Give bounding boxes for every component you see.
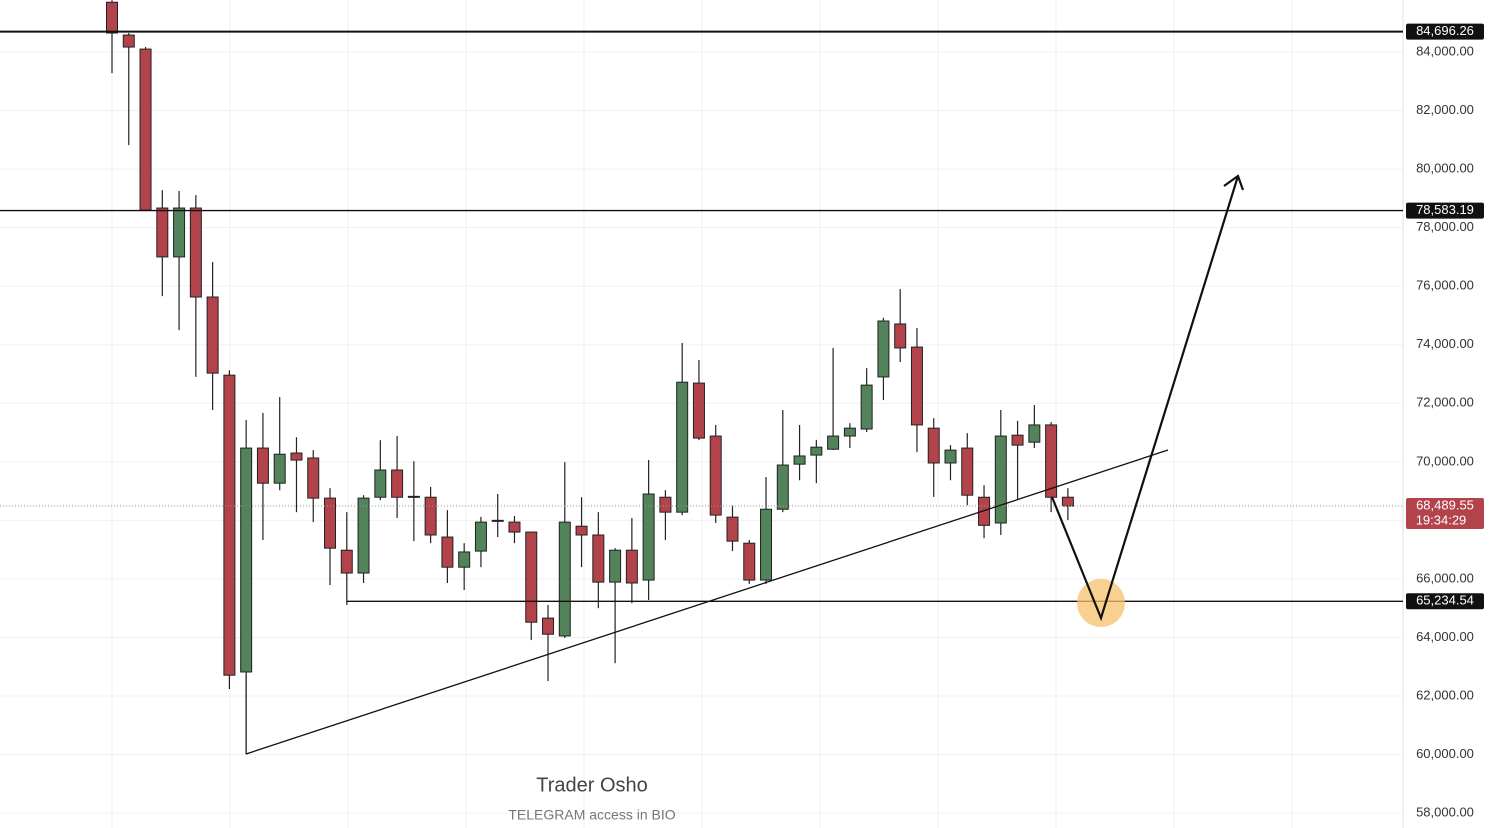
- candle-body: [726, 516, 739, 542]
- projection-arrow: [1050, 175, 1240, 622]
- y-tick-label: 64,000.00: [1416, 629, 1474, 644]
- candle-body: [340, 549, 353, 574]
- candle-body: [625, 549, 638, 584]
- candle-body: [508, 521, 521, 533]
- candle-body: [592, 534, 605, 583]
- candle-body: [827, 435, 840, 450]
- candle-body: [542, 617, 555, 635]
- level-box: [1406, 202, 1484, 219]
- y-tick-label: 70,000.00: [1416, 453, 1474, 468]
- candle-body: [458, 551, 471, 568]
- y-tick-label: 74,000.00: [1416, 336, 1474, 351]
- candle-body: [961, 447, 974, 496]
- candle-body: [474, 521, 487, 552]
- y-tick-label: 84,000.00: [1416, 43, 1474, 58]
- candle-body: [156, 207, 169, 258]
- candle-body: [1061, 496, 1074, 507]
- candle-body: [1028, 424, 1041, 443]
- current-price-label: 68,489.55: [1416, 497, 1474, 512]
- plot: [0, 0, 1403, 755]
- watermark-subtitle: TELEGRAM access in BIO: [508, 807, 675, 823]
- y-tick-label: 82,000.00: [1416, 102, 1474, 117]
- candle-body: [1011, 434, 1024, 446]
- level-box: [1406, 593, 1484, 610]
- candle-body: [642, 493, 655, 581]
- candle-body: [223, 374, 236, 676]
- candle-body: [491, 519, 504, 522]
- candle-body: [709, 435, 722, 516]
- y-tick-label: 60,000.00: [1416, 746, 1474, 761]
- candle-body: [206, 296, 219, 374]
- candle-body: [407, 495, 420, 498]
- level-box: [1406, 23, 1484, 40]
- candle-body: [609, 549, 622, 583]
- watermark-title: Trader Osho: [536, 774, 648, 796]
- candle-body: [173, 207, 186, 258]
- candle-body: [240, 447, 253, 673]
- candle-body: [776, 464, 789, 510]
- level-label: 78,583.19: [1416, 202, 1474, 217]
- current-price-box: [1406, 498, 1484, 530]
- candle-body: [374, 469, 387, 498]
- candle-body: [189, 207, 202, 298]
- candle-body: [676, 381, 689, 513]
- candle-body: [692, 382, 705, 439]
- candle-body: [256, 447, 269, 484]
- candle-body: [357, 497, 370, 574]
- countdown-label: 19:34:29: [1416, 512, 1467, 527]
- level-label: 84,696.26: [1416, 23, 1474, 38]
- candle-body: [575, 525, 588, 536]
- candle-body: [843, 427, 856, 437]
- candle-body: [877, 320, 890, 378]
- y-tick-label: 76,000.00: [1416, 278, 1474, 293]
- candle-body: [290, 452, 303, 461]
- time-grid: [0, 0, 1404, 828]
- y-tick-label: 58,000.00: [1416, 805, 1474, 820]
- level-label: 65,234.54: [1416, 593, 1474, 608]
- y-tick-label: 72,000.00: [1416, 395, 1474, 410]
- candle-body: [139, 48, 152, 211]
- candle-body: [760, 508, 773, 581]
- candle-body: [659, 496, 672, 513]
- y-tick-label: 78,000.00: [1416, 219, 1474, 234]
- candle-body: [122, 34, 135, 48]
- candle-body: [441, 536, 454, 568]
- candle-body: [810, 446, 823, 456]
- candle-body: [860, 384, 873, 430]
- candle-body: [944, 449, 957, 464]
- y-tick-label: 66,000.00: [1416, 570, 1474, 585]
- candle-body: [1045, 424, 1058, 498]
- candle-body: [424, 496, 437, 536]
- candle-body: [273, 453, 286, 484]
- candle-body: [106, 1, 118, 34]
- candle-body: [558, 521, 571, 637]
- candle-body: [743, 542, 756, 581]
- candle-body: [894, 323, 907, 349]
- y-tick-label: 62,000.00: [1416, 687, 1474, 702]
- arrow-head: [1223, 174, 1245, 191]
- trend-line: [245, 449, 1169, 755]
- candle-body: [324, 497, 337, 549]
- candle-body: [994, 435, 1007, 524]
- candle-body: [793, 455, 806, 465]
- candle-body: [307, 457, 320, 499]
- candle-body: [525, 531, 538, 623]
- candle-body: [391, 469, 404, 498]
- candle-body: [927, 427, 940, 464]
- y-tick-label: 80,000.00: [1416, 161, 1474, 176]
- candle-body: [910, 346, 923, 426]
